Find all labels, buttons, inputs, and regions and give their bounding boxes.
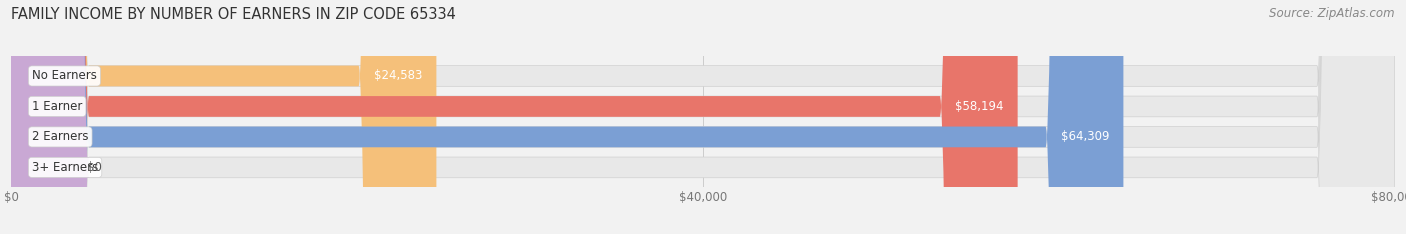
- FancyBboxPatch shape: [11, 0, 1395, 234]
- Text: $64,309: $64,309: [1062, 130, 1109, 143]
- Text: 3+ Earners: 3+ Earners: [32, 161, 98, 174]
- FancyBboxPatch shape: [11, 0, 1018, 234]
- FancyBboxPatch shape: [11, 0, 1395, 234]
- FancyBboxPatch shape: [11, 0, 1395, 234]
- Text: 1 Earner: 1 Earner: [32, 100, 83, 113]
- FancyBboxPatch shape: [11, 0, 1395, 234]
- Text: $0: $0: [87, 161, 103, 174]
- FancyBboxPatch shape: [11, 0, 1123, 234]
- Text: No Earners: No Earners: [32, 69, 97, 82]
- FancyBboxPatch shape: [11, 0, 436, 234]
- Text: Source: ZipAtlas.com: Source: ZipAtlas.com: [1270, 7, 1395, 20]
- Text: FAMILY INCOME BY NUMBER OF EARNERS IN ZIP CODE 65334: FAMILY INCOME BY NUMBER OF EARNERS IN ZI…: [11, 7, 456, 22]
- Text: $24,583: $24,583: [374, 69, 423, 82]
- Text: $58,194: $58,194: [955, 100, 1004, 113]
- Text: 2 Earners: 2 Earners: [32, 130, 89, 143]
- FancyBboxPatch shape: [0, 0, 89, 234]
